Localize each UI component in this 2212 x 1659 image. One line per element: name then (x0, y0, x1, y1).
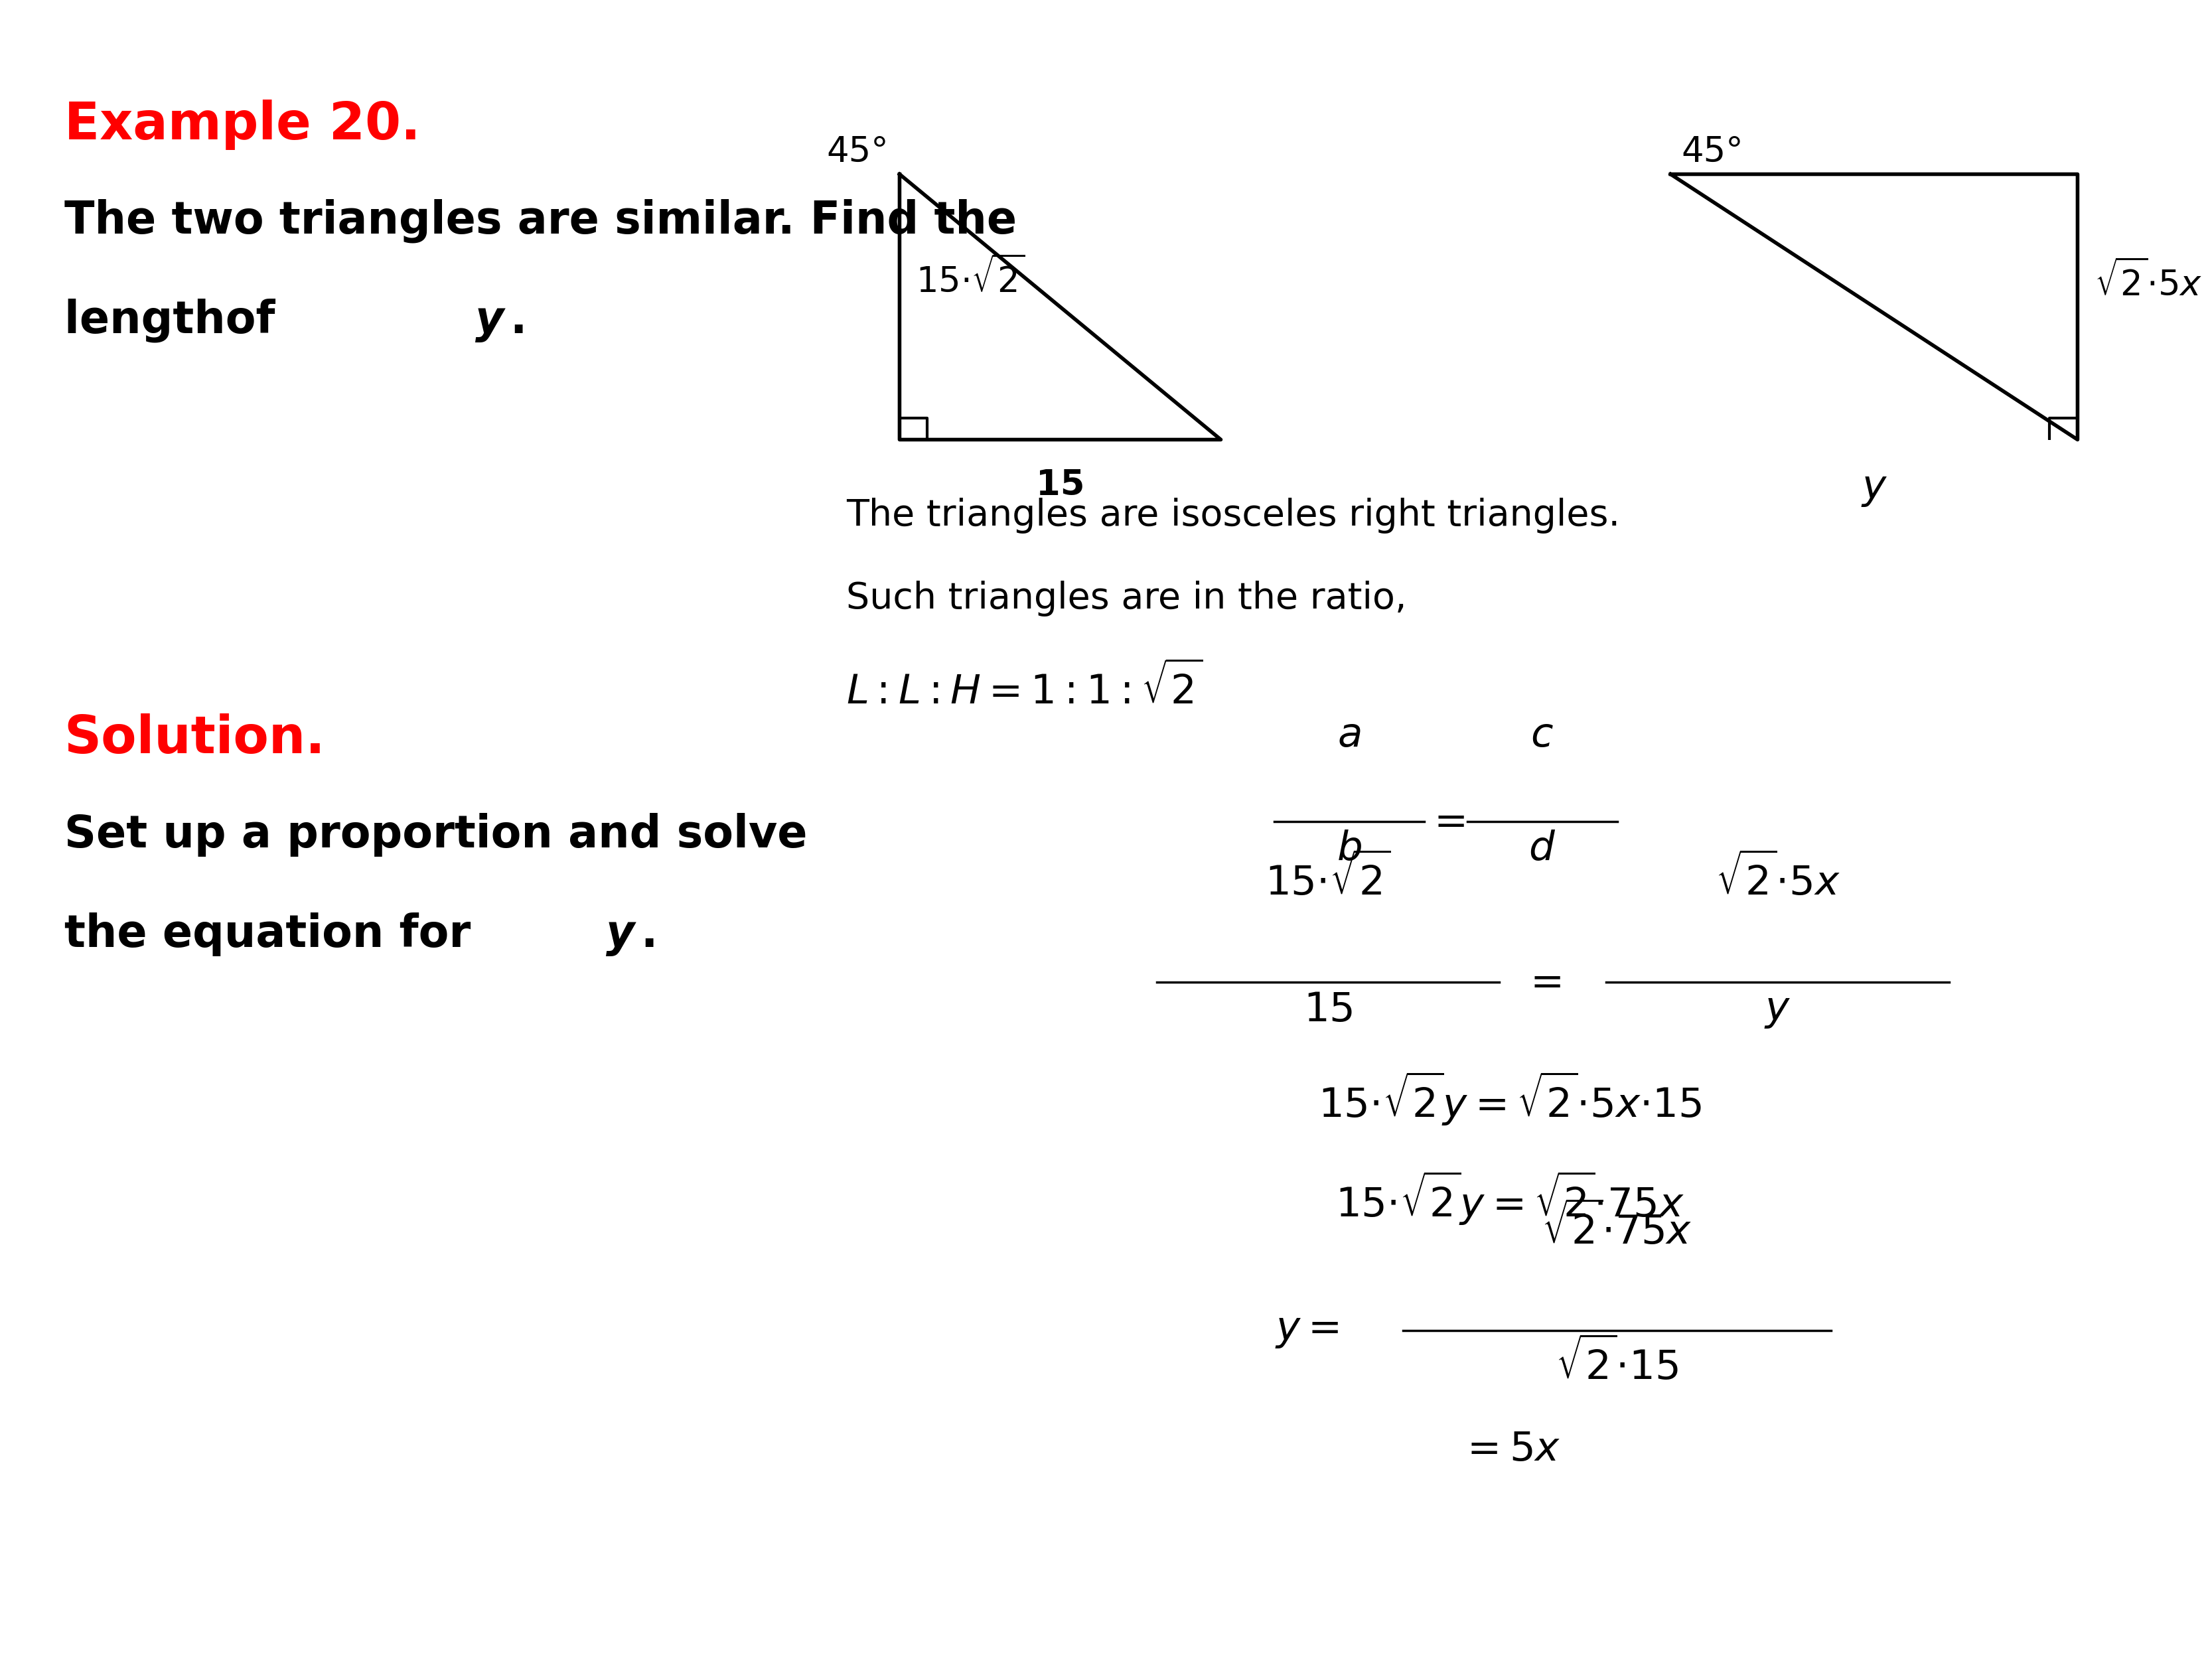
Text: $y =$: $y =$ (1274, 1311, 1338, 1350)
Text: $c$: $c$ (1531, 715, 1553, 755)
Text: .: . (641, 912, 657, 956)
Text: $y$: $y$ (1860, 469, 1887, 509)
Text: $15{\cdot}\sqrt{2}$: $15{\cdot}\sqrt{2}$ (1265, 854, 1391, 904)
Text: $\sqrt{2}{\cdot}15$: $\sqrt{2}{\cdot}15$ (1555, 1339, 1679, 1389)
Text: $b$: $b$ (1336, 830, 1363, 869)
Text: The two triangles are similar. Find the: The two triangles are similar. Find the (64, 199, 1018, 244)
Text: $L : L : H = 1{:}1{:}\sqrt{2}$: $L : L : H = 1{:}1{:}\sqrt{2}$ (845, 664, 1203, 713)
Text: $\sqrt{2}{\cdot}5x$: $\sqrt{2}{\cdot}5x$ (1714, 854, 1840, 904)
Text: 45°: 45° (1681, 134, 1743, 169)
Text: Such triangles are in the ratio,: Such triangles are in the ratio, (845, 581, 1407, 617)
Text: $15{\cdot}\sqrt{2}$: $15{\cdot}\sqrt{2}$ (916, 259, 1024, 299)
Text: $=$: $=$ (1427, 801, 1464, 841)
Text: $\sqrt{2}{\cdot}75x$: $\sqrt{2}{\cdot}75x$ (1542, 1203, 1692, 1253)
Text: y: y (476, 299, 504, 342)
Text: $15{\cdot}\sqrt{2}y = \sqrt{2}{\cdot}5x{\cdot}15$: $15{\cdot}\sqrt{2}y = \sqrt{2}{\cdot}5x{… (1318, 1070, 1701, 1128)
Text: Example 20.: Example 20. (64, 100, 420, 149)
Text: Solution.: Solution. (64, 713, 325, 763)
Text: The triangles are isosceles right triangles.: The triangles are isosceles right triang… (845, 498, 1619, 534)
Text: .: . (509, 299, 526, 342)
Text: $= 5x$: $= 5x$ (1460, 1430, 1562, 1470)
Text: $\sqrt{2}{\cdot}5x$: $\sqrt{2}{\cdot}5x$ (2095, 262, 2203, 302)
Text: y: y (606, 912, 635, 956)
Text: $a$: $a$ (1338, 715, 1360, 755)
Text: $=$: $=$ (1522, 962, 1562, 1002)
Text: 15: 15 (1035, 468, 1084, 503)
Text: $15$: $15$ (1303, 990, 1352, 1030)
Text: Set up a proportion and solve: Set up a proportion and solve (64, 813, 807, 856)
Text: the equation for: the equation for (64, 912, 487, 956)
Text: $d$: $d$ (1528, 830, 1555, 869)
Text: lengthof: lengthof (64, 299, 290, 343)
Text: $15{\cdot}\sqrt{2}y = \sqrt{2}{\cdot}75x$: $15{\cdot}\sqrt{2}y = \sqrt{2}{\cdot}75x… (1336, 1170, 1686, 1228)
Text: 45°: 45° (827, 134, 889, 169)
Text: $y$: $y$ (1765, 990, 1792, 1030)
